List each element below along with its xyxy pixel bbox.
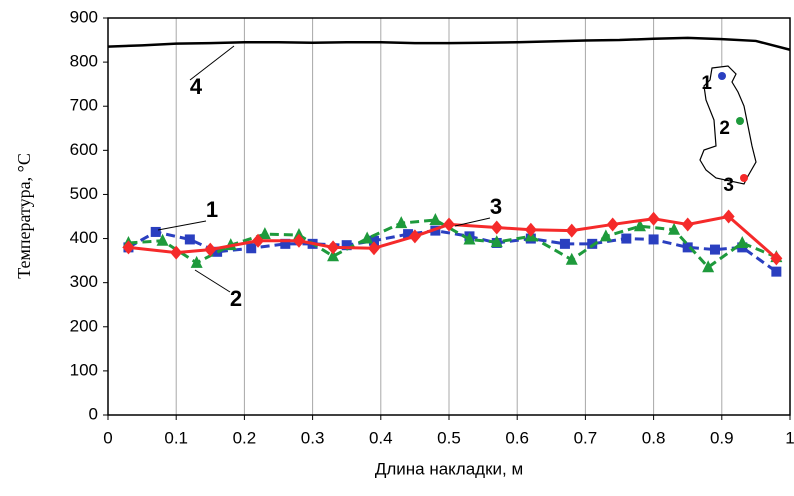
x-tick-label: 0.7 [574,428,598,447]
marker [122,240,135,255]
x-tick-label: 0.8 [642,428,666,447]
marker [587,238,598,249]
leader-line [194,269,231,293]
marker [559,238,570,249]
marker [682,242,693,253]
marker [204,242,217,257]
plot-border [107,17,791,416]
marker [443,217,455,232]
marker [524,222,537,237]
sensor-dot [740,174,748,182]
series-label: 3 [490,194,502,219]
marker [150,226,161,237]
marker [770,251,783,266]
series-label: 4 [190,74,203,99]
marker [170,245,183,260]
sensor-dot [718,72,726,80]
y-tick-label: 400 [70,228,98,247]
marker [341,240,352,251]
x-tick-label: 0.3 [301,428,325,447]
x-tick-label: 0.2 [233,428,257,447]
marker [395,216,408,229]
marker [327,249,340,262]
y-tick-label: 200 [70,316,98,335]
marker [292,233,305,248]
sensor-dot [736,117,744,125]
marker [463,232,476,245]
y-tick-label: 900 [70,7,98,26]
y-tick-label: 0 [89,404,98,423]
marker [367,241,380,256]
marker [736,235,749,248]
marker [280,238,291,249]
marker [429,213,442,226]
x-tick-label: 0.5 [437,428,461,447]
y-tick-label: 500 [70,184,98,203]
marker [258,227,271,240]
marker [156,233,169,246]
x-tick-label: 0.4 [369,428,393,447]
marker [681,217,694,232]
inset-label: 2 [719,118,730,139]
x-tick-label: 0 [103,428,112,447]
marker [599,229,612,242]
marker [361,231,374,244]
series-label: 1 [206,197,218,222]
leader-line [454,217,491,227]
y-tick-label: 100 [70,360,98,379]
x-tick-label: 0.1 [164,428,188,447]
marker [490,235,503,248]
series-line [107,36,791,51]
marker [184,234,195,245]
marker [408,229,421,244]
marker [490,220,503,235]
series-label: 2 [230,286,242,311]
y-axis-title: Температура, °C [14,153,34,279]
y-tick-label: 300 [70,272,98,291]
marker [647,211,660,226]
y-tick-label: 700 [70,96,98,115]
marker [252,233,265,248]
marker [246,243,257,254]
marker [709,244,720,255]
marker [565,252,578,265]
marker [668,222,681,235]
inset-label: 3 [723,175,734,196]
x-axis-title: Длина накладки, м [375,459,523,478]
marker [702,260,715,273]
x-tick-label: 0.6 [505,428,529,447]
marker [633,219,646,232]
marker [565,223,578,238]
y-tick-label: 600 [70,140,98,159]
marker [621,233,632,244]
leader-line [189,45,235,81]
marker [327,240,340,255]
marker [190,255,203,268]
y-tick-label: 800 [70,52,98,71]
marker [368,235,379,246]
marker [606,217,619,232]
leader-line [157,220,207,231]
x-tick-label: 1 [785,428,794,447]
marker [648,234,659,245]
marker [403,229,414,240]
marker [771,266,782,277]
inset-label: 1 [701,73,712,94]
rail-profile [699,65,757,185]
marker [722,209,735,224]
x-tick-label: 0.9 [710,428,734,447]
